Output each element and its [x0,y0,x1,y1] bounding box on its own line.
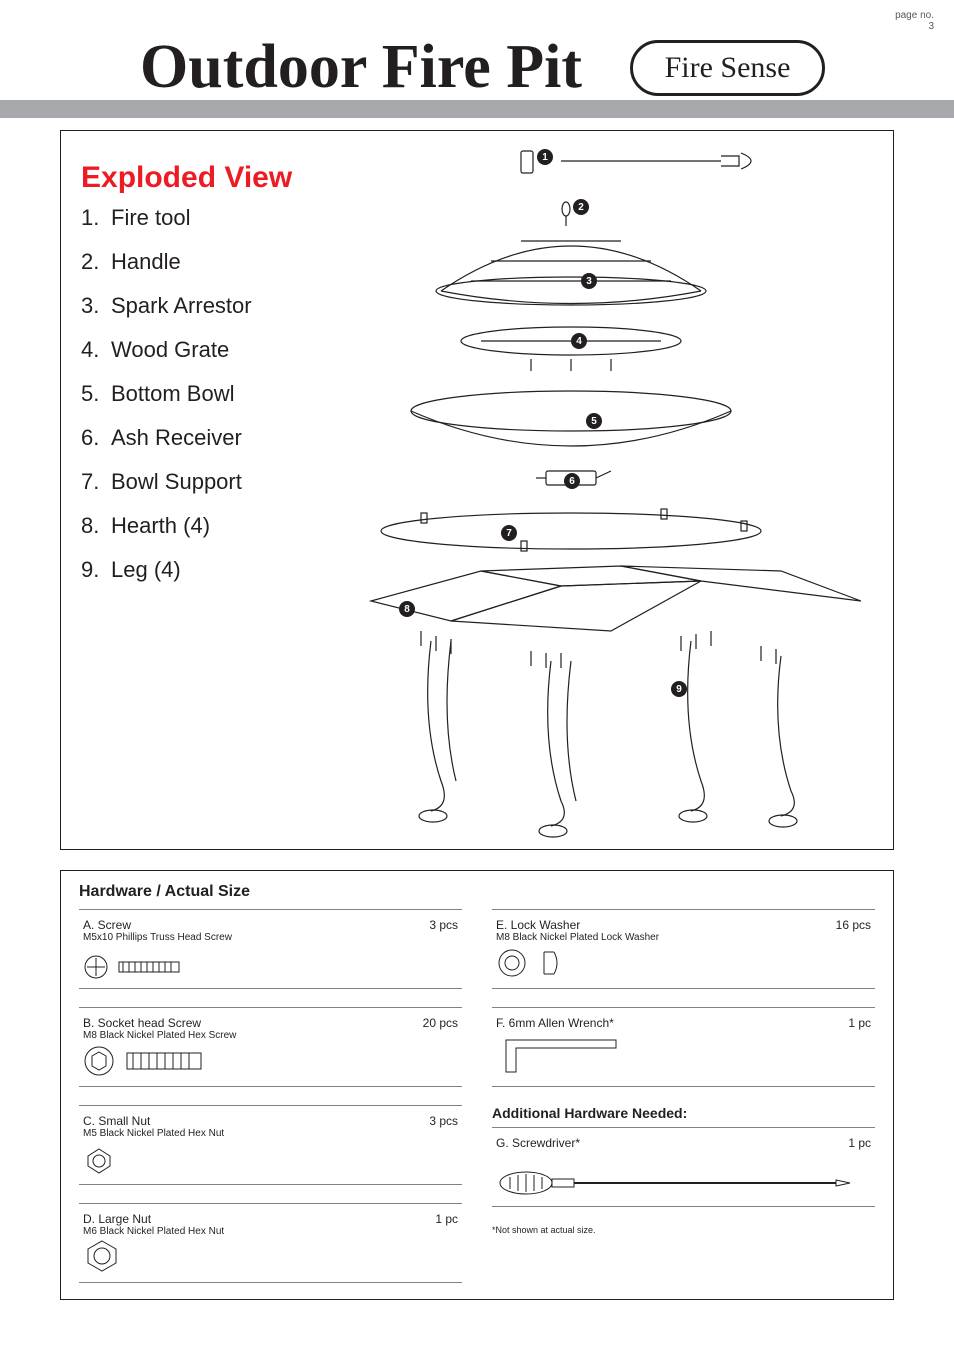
part-num: 2. [81,249,111,275]
hardware-item: B. Socket head Screw 20 pcsM8 Black Nicke… [79,1007,462,1087]
part-num: 1. [81,205,111,231]
hardware-left-col: A. Screw3 pcsM5x10 Phillips Truss Head S… [79,909,462,1301]
callout-1: 1 [537,149,553,165]
hw-id-name: B. Socket head Screw [83,1016,201,1030]
callout-7: 7 [501,525,517,541]
part-label: Fire tool [111,205,190,231]
hw-icon [496,1034,636,1078]
hw-qty: 1 pc [435,1212,458,1226]
hardware-item: A. Screw 3 pcsM5x10 Phillips Truss Head S… [79,909,462,989]
hw-icon [83,1146,115,1176]
part-num: 7. [81,469,111,495]
part-label: Leg (4) [111,557,181,583]
page-number: page no. 3 [895,10,934,32]
hw-icon [83,1238,121,1274]
callout-4: 4 [571,333,587,349]
callout-8: 8 [399,601,415,617]
part-label: Wood Grate [111,337,229,363]
brand-logo: Fire Sense [630,40,825,96]
hw-qty: 3 pcs [429,918,458,932]
hw-icon [496,946,576,980]
hardware-panel: Hardware / Actual Size A. Screw3 pcsM5x1… [60,870,894,1300]
hw-icon [83,954,193,980]
hardware-item: G. Screwdriver* 1 pc [492,1127,875,1207]
part-label: Hearth (4) [111,513,210,539]
part-num: 5. [81,381,111,407]
part-num: 4. [81,337,111,363]
hardware-item: C. Small Nut 3 pcsM5 Black Nickel Plated … [79,1105,462,1185]
hardware-footnote: *Not shown at actual size. [492,1225,875,1235]
part-num: 8. [81,513,111,539]
callout-2: 2 [573,199,589,215]
hardware-item: E. Lock Washer 16 pcsM8 Black Nickel Plat… [492,909,875,989]
exploded-diagram: 1 2 3 4 5 6 7 8 9 [361,141,881,841]
part-label: Ash Receiver [111,425,242,451]
exploded-svg [361,141,881,841]
callout-3: 3 [581,273,597,289]
hw-qty: 3 pcs [429,1114,458,1128]
hw-sub: M5x10 Phillips Truss Head Screw [83,932,458,943]
hw-qty: 1 pc [848,1016,871,1030]
brand-text: Fire Sense [665,51,791,85]
hw-id-name: A. Screw [83,918,131,932]
callout-6: 6 [564,473,580,489]
hw-id-name: G. Screwdriver* [496,1136,580,1150]
hw-id-name: C. Small Nut [83,1114,150,1128]
part-label: Handle [111,249,181,275]
hardware-item: D. Large Nut 1 pcM6 Black Nickel Plated H… [79,1203,462,1283]
page-no-label: page no. [895,10,934,21]
part-num: 6. [81,425,111,451]
hardware-heading: Hardware / Actual Size [79,883,875,901]
part-label: Bottom Bowl [111,381,235,407]
additional-heading: Additional Hardware Needed: [492,1105,875,1121]
hw-id-name: D. Large Nut [83,1212,151,1226]
part-num: 3. [81,293,111,319]
hw-sub: M6 Black Nickel Plated Hex Nut [83,1226,458,1237]
part-num: 9. [81,557,111,583]
hw-qty: 20 pcs [423,1016,458,1030]
hw-icon [496,1168,856,1198]
hw-icon [83,1044,213,1078]
hardware-right-col: E. Lock Washer 16 pcsM8 Black Nickel Plat… [492,909,875,1301]
hw-id-name: E. Lock Washer [496,918,580,932]
hw-sub: M8 Black Nickel Plated Hex Screw [83,1030,458,1041]
hw-sub: M8 Black Nickel Plated Lock Washer [496,932,871,943]
hardware-item: F. 6mm Allen Wrench* 1 pc [492,1007,875,1087]
callout-9: 9 [671,681,687,697]
callout-5: 5 [586,413,602,429]
page-no-value: 3 [895,21,934,32]
hw-id-name: F. 6mm Allen Wrench* [496,1016,614,1030]
part-label: Spark Arrestor [111,293,252,319]
hw-qty: 1 pc [848,1136,871,1150]
hw-qty: 16 pcs [836,918,871,932]
exploded-view-panel: Exploded View 1.Fire tool2.Handle3.Spark… [60,130,894,850]
hw-sub: M5 Black Nickel Plated Hex Nut [83,1128,458,1139]
page-title: Outdoor Fire Pit [140,32,582,103]
part-label: Bowl Support [111,469,242,495]
